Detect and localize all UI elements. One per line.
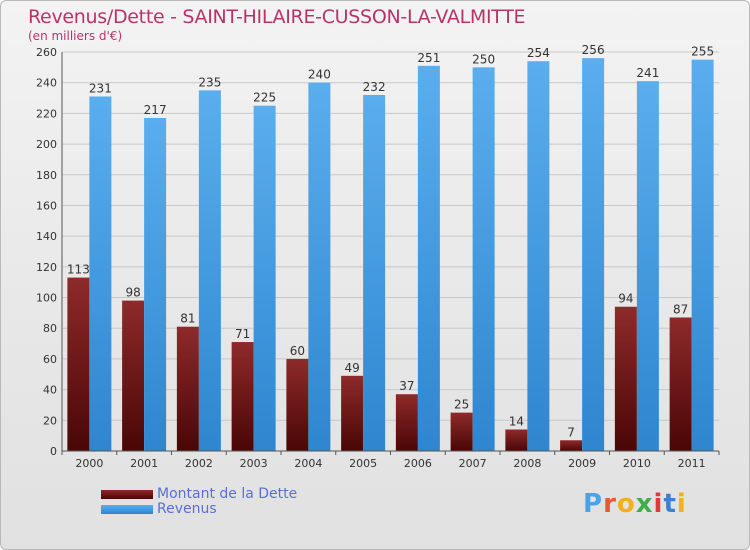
- proxiti-logo: Proxiti: [583, 489, 687, 519]
- bars: [67, 58, 714, 452]
- value-label: 113: [67, 263, 90, 277]
- y-tick-label: 80: [43, 322, 57, 335]
- bar-revenus: [582, 58, 605, 452]
- axes: 0 20 40 60 80 100 120 140 160 180 200 220 240 260 2000…: [36, 46, 720, 470]
- x-tick-label: 2011: [678, 457, 706, 470]
- bar-revenus: [417, 65, 440, 452]
- bar-dette: [450, 412, 473, 451]
- bar-dette: [67, 277, 90, 451]
- bar-dette: [122, 300, 145, 451]
- value-label: 25: [454, 398, 469, 412]
- value-label: 254: [527, 46, 550, 60]
- y-tick-label: 220: [36, 107, 57, 120]
- value-label: 256: [582, 43, 605, 57]
- bar-revenus: [472, 67, 495, 451]
- bar-dette: [560, 440, 583, 451]
- x-tick-label: 2010: [623, 457, 651, 470]
- y-tick-label: 40: [43, 384, 57, 397]
- bar-dette: [395, 394, 418, 451]
- x-tick-label: 2001: [130, 457, 158, 470]
- value-label: 60: [290, 344, 305, 358]
- y-tick-label: 60: [43, 353, 57, 366]
- y-tick-label: 240: [36, 77, 57, 90]
- x-tick-label: 2006: [404, 457, 432, 470]
- value-label: 71: [235, 327, 250, 341]
- value-label: 98: [125, 286, 140, 300]
- logo-letter: i: [653, 489, 664, 519]
- y-tick-label: 100: [36, 292, 57, 305]
- bar-dette: [231, 342, 254, 451]
- logo-letter: r: [603, 489, 617, 519]
- grid-lines: [62, 51, 719, 452]
- value-label: 240: [308, 68, 331, 82]
- bar-revenus: [198, 90, 221, 451]
- bar-dette: [341, 375, 364, 451]
- value-label: 37: [399, 379, 414, 393]
- value-label: 87: [673, 302, 688, 316]
- y-tick-label: 0: [50, 445, 57, 458]
- x-tick-label: 2008: [513, 457, 541, 470]
- legend-swatch-dette: [101, 490, 153, 499]
- x-tick-label: 2003: [240, 457, 268, 470]
- y-tick-label: 140: [36, 230, 57, 243]
- bar-dette: [286, 358, 309, 451]
- value-label: 241: [636, 66, 659, 80]
- value-label: 94: [618, 292, 633, 306]
- bar-dette: [614, 306, 637, 451]
- bar-dette: [176, 326, 199, 451]
- chart-title: Revenus/Dette - SAINT-HILAIRE-CUSSON-LA-…: [28, 6, 526, 28]
- value-label: 232: [363, 80, 386, 94]
- legend-label-dette: Montant de la Dette: [157, 486, 298, 502]
- value-label: 251: [417, 51, 440, 65]
- value-label: 7: [567, 425, 575, 439]
- bar-dette: [505, 429, 528, 451]
- y-tick-label: 120: [36, 261, 57, 274]
- value-label: 250: [472, 52, 495, 66]
- logo-letter: o: [616, 489, 636, 519]
- y-tick-label: 200: [36, 138, 57, 151]
- logo-letter: P: [583, 489, 604, 519]
- value-label: 235: [198, 75, 221, 89]
- legend-swatch-revenus: [101, 505, 153, 514]
- chart-subtitle: (en milliers d'€): [28, 29, 123, 43]
- value-label: 231: [89, 82, 112, 96]
- bar-revenus: [636, 81, 659, 452]
- logo-letter: t: [663, 489, 677, 519]
- bar-revenus: [527, 61, 550, 451]
- y-tick-label: 160: [36, 199, 57, 212]
- value-label: 217: [144, 103, 167, 117]
- value-label: 49: [344, 361, 359, 375]
- x-tick-label: 2005: [349, 457, 377, 470]
- x-tick-label: 2004: [294, 457, 322, 470]
- y-tick-label: 260: [36, 46, 57, 59]
- bar-revenus: [144, 117, 167, 451]
- bar-revenus: [691, 59, 714, 452]
- logo-letter: x: [635, 489, 654, 519]
- value-label: 255: [691, 45, 714, 59]
- y-tick-label: 180: [36, 169, 57, 182]
- x-tick-label: 2007: [459, 457, 487, 470]
- x-tick-label: 2002: [185, 457, 213, 470]
- value-label: 81: [180, 312, 195, 326]
- bar-revenus: [89, 96, 112, 451]
- y-tick-label: 20: [43, 414, 57, 427]
- legend-label-revenus: Revenus: [157, 501, 217, 517]
- x-tick-label: 2000: [75, 457, 103, 470]
- bar-revenus: [363, 94, 386, 451]
- value-label: 225: [253, 91, 276, 105]
- logo-letter: i: [676, 489, 687, 519]
- value-labels: 113 231 98 217 81 235 71 225 60 240 49 232 37 251 25 25…: [67, 43, 714, 439]
- x-tick-label: 2009: [568, 457, 596, 470]
- bar-dette: [669, 317, 692, 451]
- value-label: 14: [509, 415, 524, 429]
- bar-revenus: [308, 82, 331, 451]
- bar-revenus: [253, 105, 276, 451]
